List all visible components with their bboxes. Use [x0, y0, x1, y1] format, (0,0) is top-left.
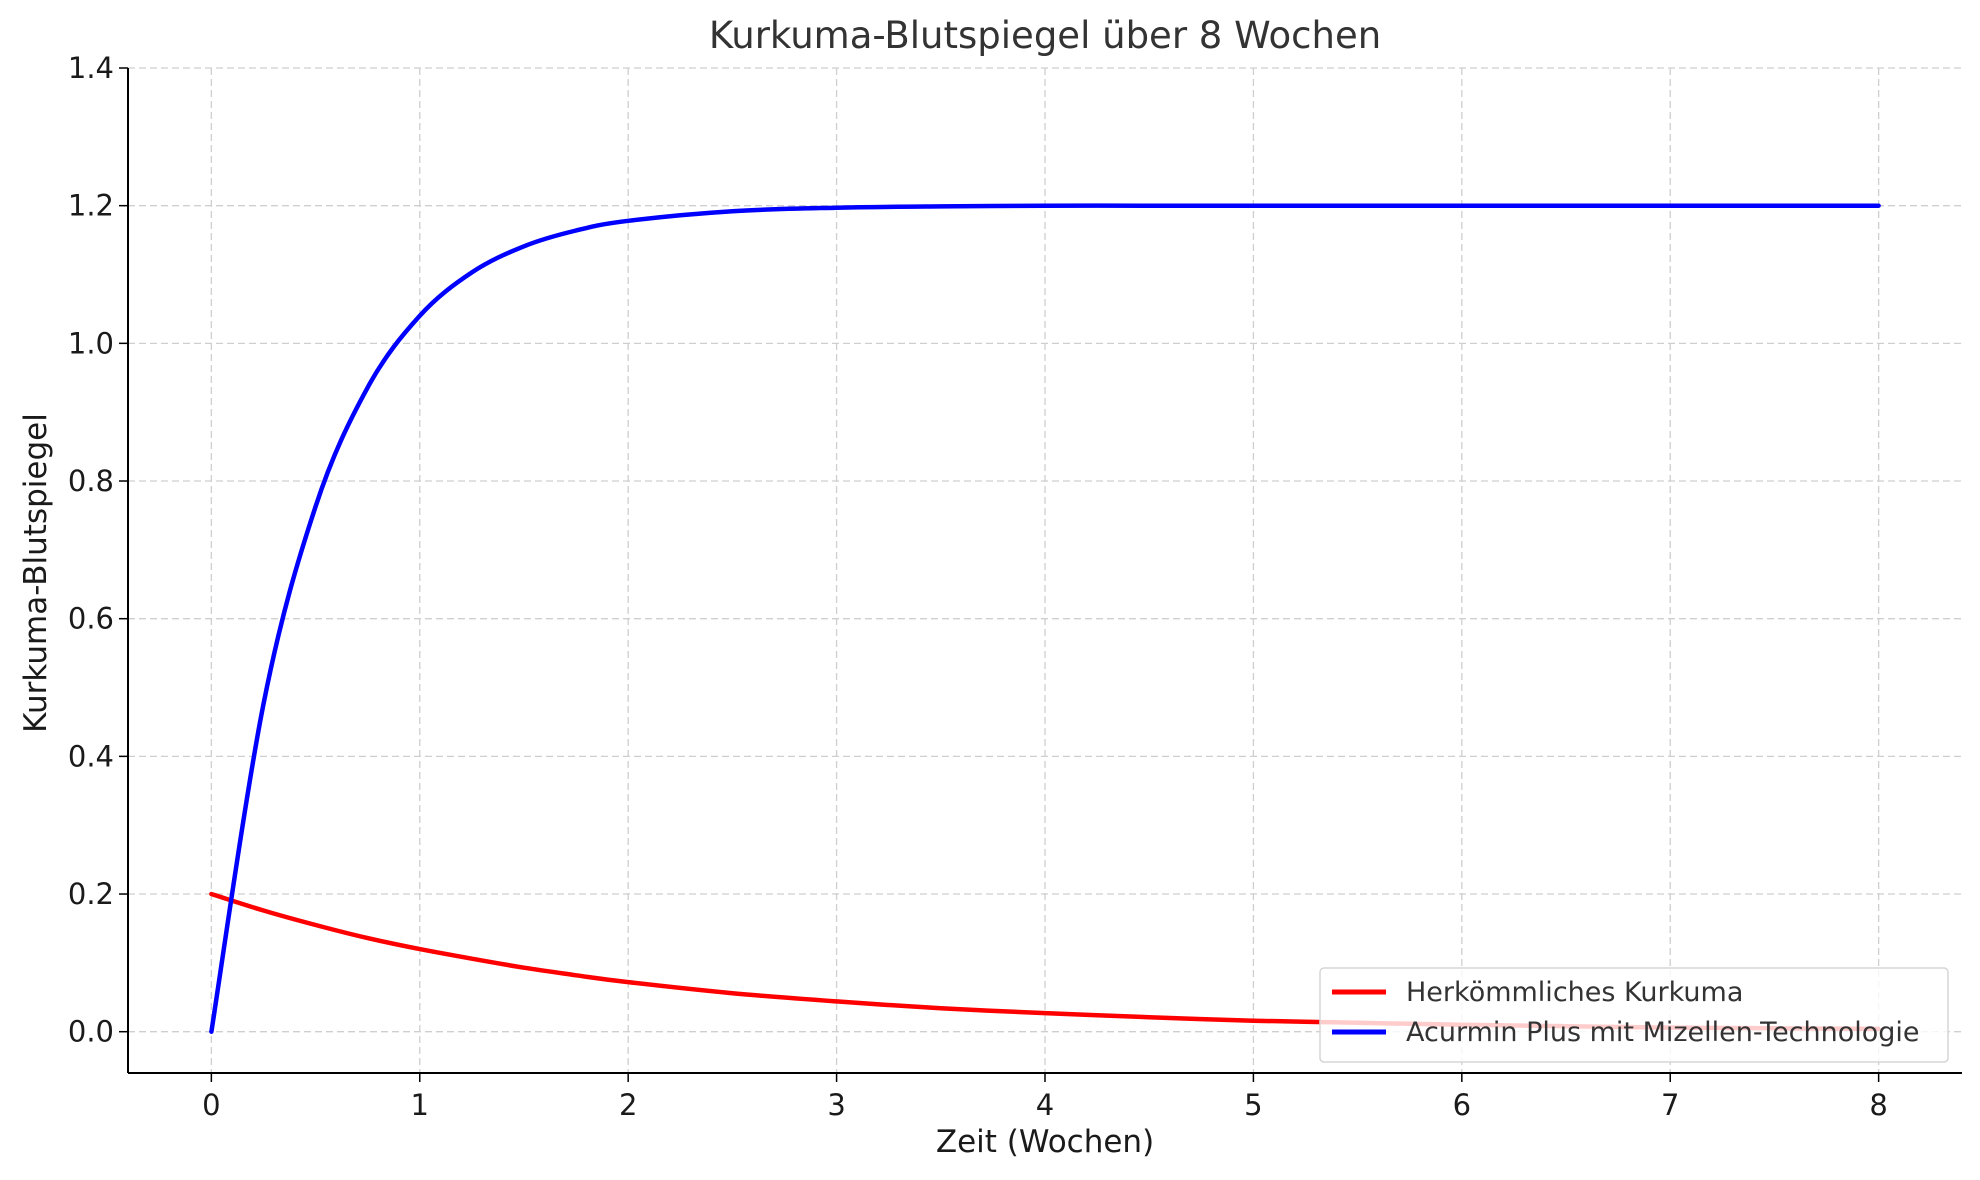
legend: Herkömmliches Kurkuma Acurmin Plus mit M… [1319, 967, 1949, 1063]
x-tick-label: 3 [827, 1088, 845, 1122]
axes [127, 68, 1962, 1074]
x-tick-label: 2 [619, 1088, 637, 1122]
x-axis-ticks: 0 1 2 3 4 5 6 7 8 [202, 1073, 1888, 1122]
chart-title: Kurkuma-Blutspiegel über 8 Wochen [709, 14, 1381, 57]
legend-box [1319, 967, 1949, 1063]
x-tick-label: 6 [1453, 1088, 1471, 1122]
legend-label-acurmin: Acurmin Plus mit Mizellen-Technologie [1406, 1017, 1920, 1048]
y-tick-label: 1.4 [68, 51, 114, 85]
x-axis-title: Zeit (Wochen) [936, 1124, 1154, 1160]
y-axis-title: Kurkuma-Blutspiegel [18, 413, 54, 733]
x-tick-label: 8 [1869, 1088, 1887, 1122]
y-tick-label: 0.6 [68, 602, 114, 636]
x-tick-label: 1 [411, 1088, 429, 1122]
y-tick-label: 0.2 [68, 877, 114, 911]
y-tick-label: 0.0 [68, 1015, 114, 1049]
y-tick-label: 0.8 [68, 464, 114, 498]
grid [128, 67, 1962, 1073]
y-tick-label: 0.4 [68, 739, 114, 773]
x-tick-label: 5 [1244, 1088, 1262, 1122]
x-tick-label: 4 [1036, 1088, 1054, 1122]
series-line-acurmin [209, 203, 1881, 1034]
y-axis-ticks: 0.0 0.2 0.4 0.6 0.8 1.0 1.2 1.4 [68, 51, 128, 1049]
x-tick-label: 7 [1661, 1088, 1679, 1122]
y-tick-label: 1.2 [68, 189, 114, 223]
legend-label-herkoemmlich: Herkömmliches Kurkuma [1406, 977, 1743, 1008]
y-tick-label: 1.0 [68, 326, 114, 360]
x-tick-label: 0 [202, 1088, 220, 1122]
